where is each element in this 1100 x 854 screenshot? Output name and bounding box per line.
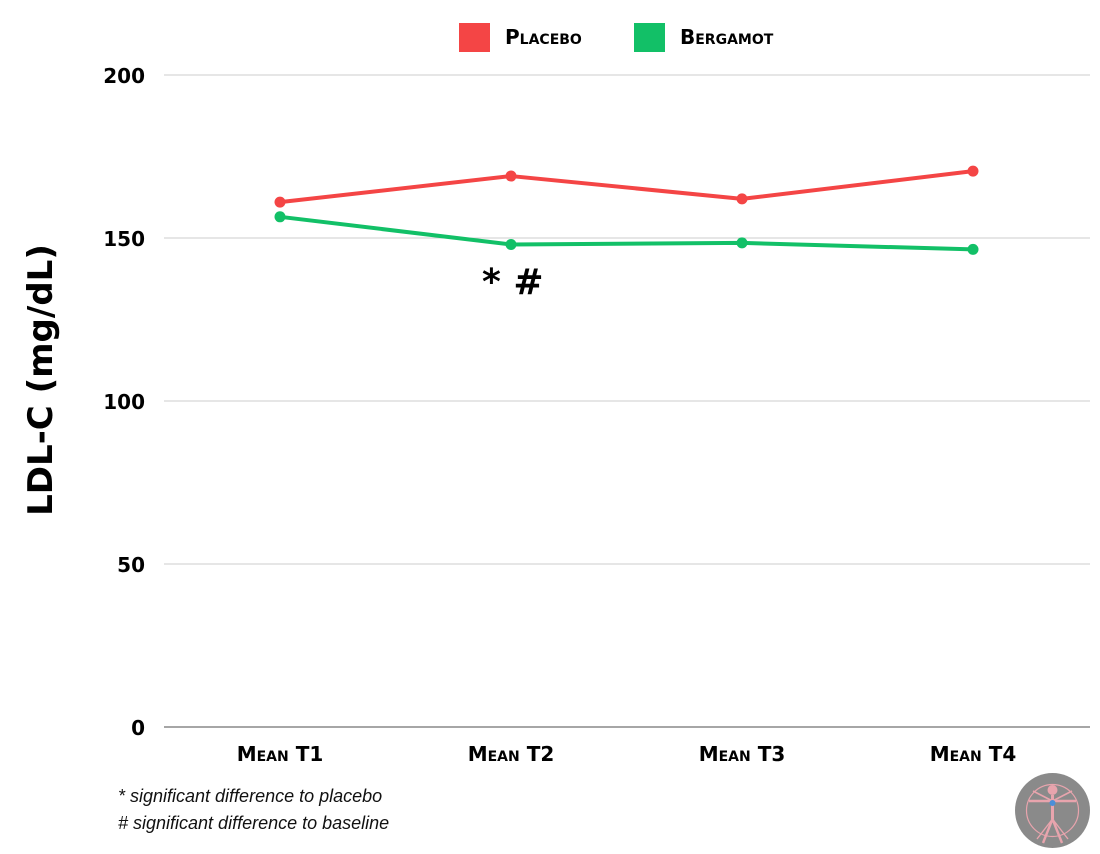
vitruvian-man-icon — [1015, 773, 1090, 848]
gridlines — [164, 74, 1090, 728]
x-tick-label-4: Mean T4 — [930, 742, 1017, 766]
legend-swatch-placebo — [459, 22, 490, 52]
footnote-placebo: * significant difference to placebo — [118, 786, 383, 806]
data-point-bergamot-t4 — [967, 243, 979, 255]
data-point-bergamot-t3 — [736, 237, 748, 249]
x-tick-label-3: Mean T3 — [699, 742, 786, 766]
data-point-bergamot-t1 — [274, 211, 286, 223]
y-tick-label-100: 100 — [103, 390, 145, 414]
series-line-placebo — [279, 169, 974, 205]
y-tick-label-150: 150 — [103, 227, 145, 251]
data-point-placebo-t3 — [736, 193, 748, 205]
y-axis-label: LDL-C (mg/dL) — [21, 244, 61, 516]
data-point-placebo-t1 — [274, 196, 286, 208]
data-point-placebo-t2 — [505, 170, 517, 182]
legend-item-placebo: Placebo — [459, 21, 582, 53]
footnote-baseline: # significant difference to baseline — [118, 813, 390, 833]
significance-annotation: * # — [482, 262, 544, 303]
legend-label-bergamot: Bergamot — [680, 25, 774, 49]
data-series — [274, 165, 979, 255]
legend-item-bergamot: Bergamot — [634, 21, 773, 53]
y-tick-label-0: 0 — [131, 716, 145, 740]
data-point-bergamot-t2 — [505, 239, 517, 251]
x-tick-label-1: Mean T1 — [237, 742, 324, 766]
series-line-bergamot — [279, 214, 974, 252]
y-tick-labels: 0 50 100 150 200 — [103, 64, 145, 740]
legend-swatch-bergamot — [634, 22, 665, 52]
y-tick-label-50: 50 — [117, 553, 145, 577]
legend: Placebo Bergamot — [0, 21, 1100, 53]
x-tick-labels: Mean T1 Mean T2 Mean T3 Mean T4 — [237, 742, 1017, 766]
x-tick-label-2: Mean T2 — [468, 742, 555, 766]
legend-label-placebo: Placebo — [505, 25, 582, 49]
y-tick-label-200: 200 — [103, 64, 145, 88]
data-point-placebo-t4 — [967, 165, 979, 177]
